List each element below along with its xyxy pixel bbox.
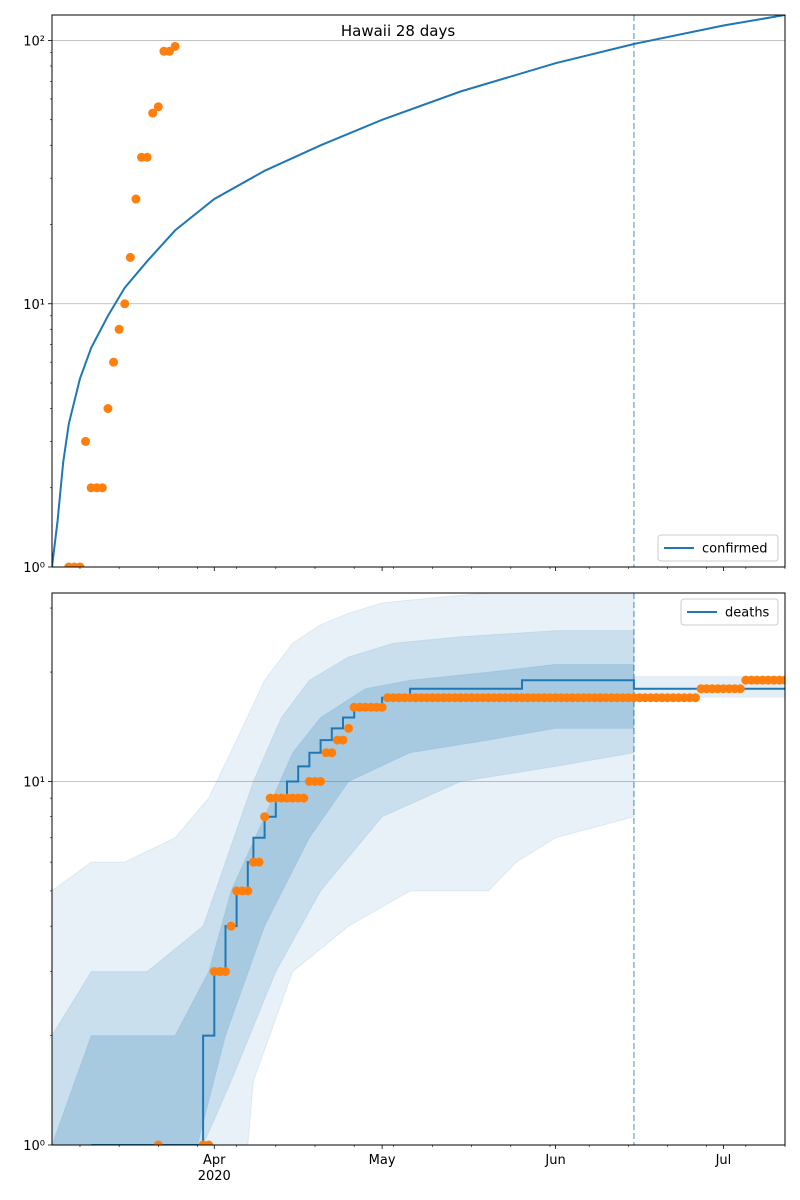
confirmed-line: [52, 15, 785, 567]
deaths-observed-point: [299, 793, 309, 803]
bottom-plot-area: [52, 593, 785, 1145]
deaths-observed-point: [377, 702, 387, 712]
legend-label-deaths: deaths: [725, 606, 770, 621]
top-gridlines: [52, 40, 785, 305]
confirmed-observed-point: [75, 562, 85, 567]
bottom-y-tick-label: 10⁰: [23, 1139, 45, 1154]
top-y-tick-label: 10¹: [23, 298, 45, 313]
confirmed-observed-point: [170, 41, 180, 51]
top-legend-box: [657, 534, 779, 562]
confirmed-observed-point: [81, 436, 91, 446]
confirmed-observed-point: [120, 299, 130, 309]
bottom-x-tick-label: Apr: [203, 1153, 226, 1168]
confirmed-observed-point: [103, 404, 113, 414]
top-plot-area: [52, 15, 785, 567]
bottom-y-tick-label: 10¹: [23, 775, 45, 790]
deaths-uncertainty-band: [52, 663, 635, 1145]
deaths-observed-point: [344, 723, 354, 733]
top-legend: confirmed: [657, 534, 779, 562]
top-x-axis: [79, 567, 786, 571]
deaths-observed-point: [338, 735, 348, 745]
deaths-observed-point: [204, 1140, 214, 1145]
deaths-observed-point: [316, 776, 326, 786]
top-y-axis: 10⁰ 10¹ 10²: [23, 35, 52, 576]
confirmed-observed-point: [131, 194, 141, 204]
bottom-x-tick-label: Jul: [715, 1153, 732, 1168]
bottom-x-tick-label: Jun: [544, 1153, 565, 1168]
deaths-observed-point: [327, 748, 337, 758]
deaths-uncertainty-band: [52, 593, 635, 1145]
top-axes-frame: [51, 14, 786, 568]
deaths-observed-point: [690, 693, 700, 703]
deaths-observed-point: [260, 812, 270, 822]
top-y-tick-label: 10⁰: [23, 561, 45, 576]
deaths-observed-point: [254, 857, 264, 867]
deaths-observed-point: [243, 886, 253, 896]
bottom-axes-frame: [51, 592, 786, 1146]
confirmed-observed-point: [148, 108, 158, 118]
deaths-observed-point: [220, 967, 230, 977]
confirmed-observed-point: [114, 324, 124, 334]
confirmed-observed-point: [125, 252, 135, 262]
top-y-tick-label: 10²: [23, 35, 45, 50]
legend-label-confirmed: confirmed: [702, 542, 768, 557]
bottom-x-tick-label: May: [369, 1153, 396, 1168]
confirmed-observed-point: [153, 102, 163, 112]
confirmed-observed-point: [109, 357, 119, 367]
bottom-legend: deaths: [680, 598, 779, 626]
bottom-x-tick-sublabel: 2020: [198, 1169, 231, 1184]
deaths-observed-point: [226, 921, 236, 931]
confirmed-panel: 10⁰ 10¹ 10² Hawaii 28 days confirmed: [23, 14, 786, 576]
bottom-y-axis: 10⁰ 10¹: [23, 607, 52, 1154]
confirmed-observed-point: [142, 152, 152, 162]
deaths-observed-point: [735, 684, 745, 694]
deaths-uncertainty-band: [52, 630, 635, 1145]
deaths-observed-point: [153, 1140, 163, 1145]
chart-title: Hawaii 28 days: [341, 22, 455, 40]
deaths-observed-point: [780, 675, 785, 685]
confirmed-observed-point: [97, 483, 107, 493]
bottom-legend-box: [680, 598, 779, 626]
